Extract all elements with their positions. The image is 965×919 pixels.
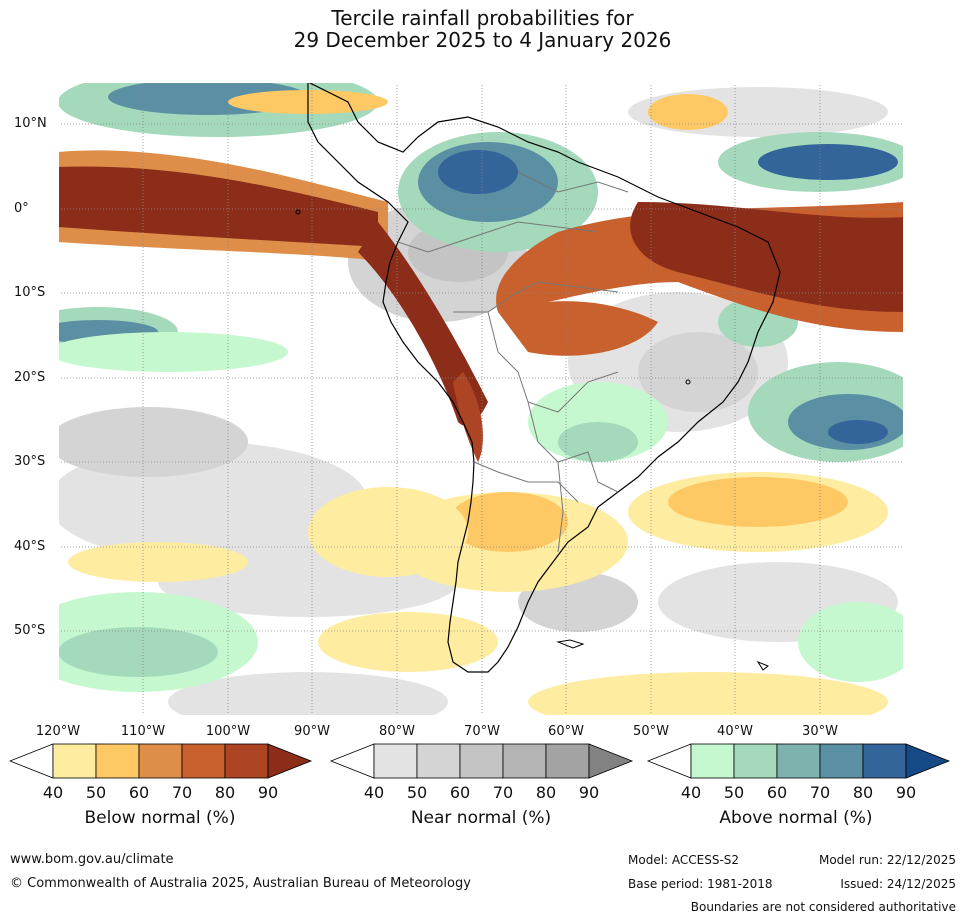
legend-title-below-normal: Below normal (%) (84, 808, 236, 828)
legend-tick-label: 50 (85, 783, 107, 802)
title-line-1: Tercile rainfall probabilities for (331, 6, 634, 30)
lat-label-10n: 10°N (14, 116, 47, 131)
legend-tick-label: 80 (214, 783, 236, 802)
legend-below-normal (8, 743, 313, 779)
south-america-coastline (307, 82, 781, 673)
legend-tick-label: 80 (852, 783, 874, 802)
footer-model-run: Model run: 22/12/2025 (818, 853, 956, 867)
footer-model: Model: ACCESS-S2 (628, 853, 740, 867)
lon-label-80w: 80°W (379, 724, 415, 739)
legend-tick-label: 40 (42, 783, 64, 802)
legend-title-above-normal: Above normal (%) (719, 808, 873, 828)
legend-swatch (690, 743, 735, 779)
lon-label-100w: 100°W (205, 724, 251, 739)
rainfall-probability-map (58, 82, 904, 716)
lon-label-50w: 50°W (633, 724, 669, 739)
legend-swatch (181, 743, 226, 779)
legend-tick-label: 70 (171, 783, 193, 802)
legend-near-normal (329, 743, 634, 779)
legend-tick-label: 70 (492, 783, 514, 802)
legend-tick-label: 40 (680, 783, 702, 802)
legend-tick-label: 60 (766, 783, 788, 802)
legend-swatch (733, 743, 778, 779)
lat-label-20s: 20°S (14, 370, 46, 385)
lon-label-120w: 120°W (35, 724, 81, 739)
legend-title-near-normal: Near normal (%) (410, 808, 552, 828)
legend-tick-label: 40 (363, 783, 385, 802)
lon-label-60w: 60°W (548, 724, 584, 739)
islands (295, 209, 769, 671)
legend-tick-label: 90 (578, 783, 600, 802)
legend-above-normal (646, 743, 951, 779)
legend-swatch (819, 743, 864, 779)
lat-label-40s: 40°S (14, 539, 46, 554)
lon-label-30w: 30°W (802, 724, 838, 739)
legend-swatch (459, 743, 504, 779)
legend-swatch (862, 743, 907, 779)
legend-swatch-high (267, 743, 313, 779)
lat-label-50s: 50°S (14, 623, 46, 638)
lat-label-30s: 30°S (14, 454, 46, 469)
lon-label-90w: 90°W (294, 724, 330, 739)
legend-swatch (52, 743, 97, 779)
below-normal-regions (58, 90, 904, 716)
legend-colorbars (8, 743, 951, 779)
graticule (58, 82, 904, 716)
legend-swatch-low (329, 743, 375, 779)
legend-swatch (138, 743, 183, 779)
legend-swatch (545, 743, 590, 779)
title-line-2: 29 December 2025 to 4 January 2026 (293, 28, 672, 52)
lon-label-70w: 70°W (464, 724, 500, 739)
legend-swatch (416, 743, 461, 779)
legend-swatch-high (588, 743, 634, 779)
legend-swatch (224, 743, 269, 779)
legend-swatch-low (8, 743, 54, 779)
legend-tick-label: 60 (128, 783, 150, 802)
legend-tick-label: 90 (257, 783, 279, 802)
legend-swatch (502, 743, 547, 779)
legend-tick-label: 80 (535, 783, 557, 802)
footer-website: www.bom.gov.au/climate (10, 852, 174, 867)
legend-tick-label: 70 (809, 783, 831, 802)
legend-swatch-high (905, 743, 951, 779)
legend-tick-label: 50 (723, 783, 745, 802)
lat-label-10s: 10°S (14, 285, 46, 300)
country-borders (397, 171, 629, 553)
footer-boundaries: Boundaries are not considered authoritat… (690, 900, 956, 914)
legend-tick-label: 50 (406, 783, 428, 802)
lon-label-40w: 40°W (717, 724, 753, 739)
footer-copyright: © Commonwealth of Australia 2025, Austra… (10, 876, 471, 891)
legend-swatch-low (646, 743, 692, 779)
footer-issued: Issued: 24/12/2025 (840, 877, 956, 891)
lon-label-110w: 110°W (120, 724, 166, 739)
legend-swatch (95, 743, 140, 779)
footer-base-period: Base period: 1981-2018 (628, 877, 773, 891)
legend-tick-label: 90 (895, 783, 917, 802)
legend-swatch (373, 743, 418, 779)
legend-tick-label: 60 (449, 783, 471, 802)
legend-swatch (776, 743, 821, 779)
lat-label-0: 0° (14, 201, 29, 216)
